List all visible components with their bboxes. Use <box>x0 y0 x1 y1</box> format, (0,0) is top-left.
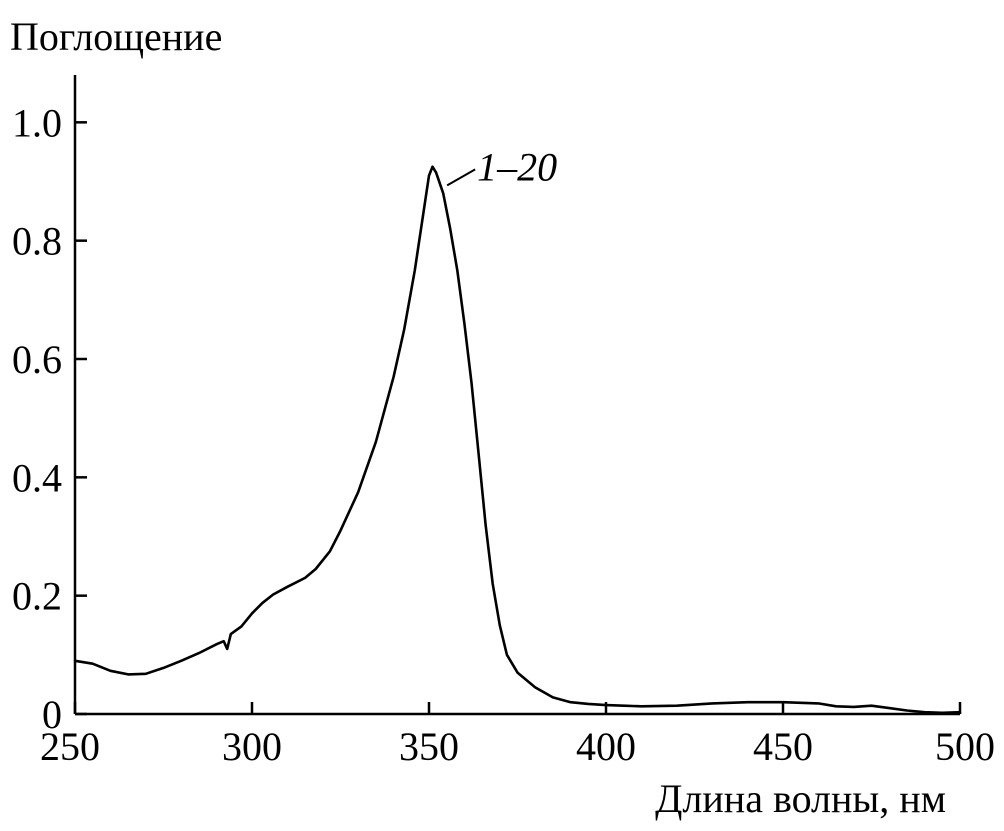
x-tick-label-500: 500 <box>935 724 995 769</box>
series-group <box>73 165 962 715</box>
axis-ticks: 250 300 350 400 450 500 0 0.2 0.4 0.6 0.8 1.0 <box>12 100 995 769</box>
axes <box>73 75 960 716</box>
annotation-leader-line <box>446 168 476 187</box>
y-tick-label-1.0: 1.0 <box>12 100 62 145</box>
y-tick-label-0: 0 <box>42 692 62 737</box>
x-tick-label-350: 350 <box>399 724 459 769</box>
x-tick-label-450: 450 <box>753 724 813 769</box>
y-axis-title: Поглощение <box>10 14 222 59</box>
x-tick-label-250: 250 <box>40 724 100 769</box>
annotation-group: 1–20 <box>446 144 557 189</box>
series-annotation-label: 1–20 <box>477 144 557 189</box>
y-tick-label-0.4: 0.4 <box>12 455 62 500</box>
spectrum-series-line-1 <box>73 165 962 715</box>
x-tick-label-300: 300 <box>222 724 282 769</box>
y-tick-label-0.2: 0.2 <box>12 574 62 619</box>
y-tick-label-0.8: 0.8 <box>12 219 62 264</box>
x-axis-title: Длина волны, нм <box>655 776 946 821</box>
x-tick-label-400: 400 <box>576 724 636 769</box>
y-tick-label-0.6: 0.6 <box>12 337 62 382</box>
